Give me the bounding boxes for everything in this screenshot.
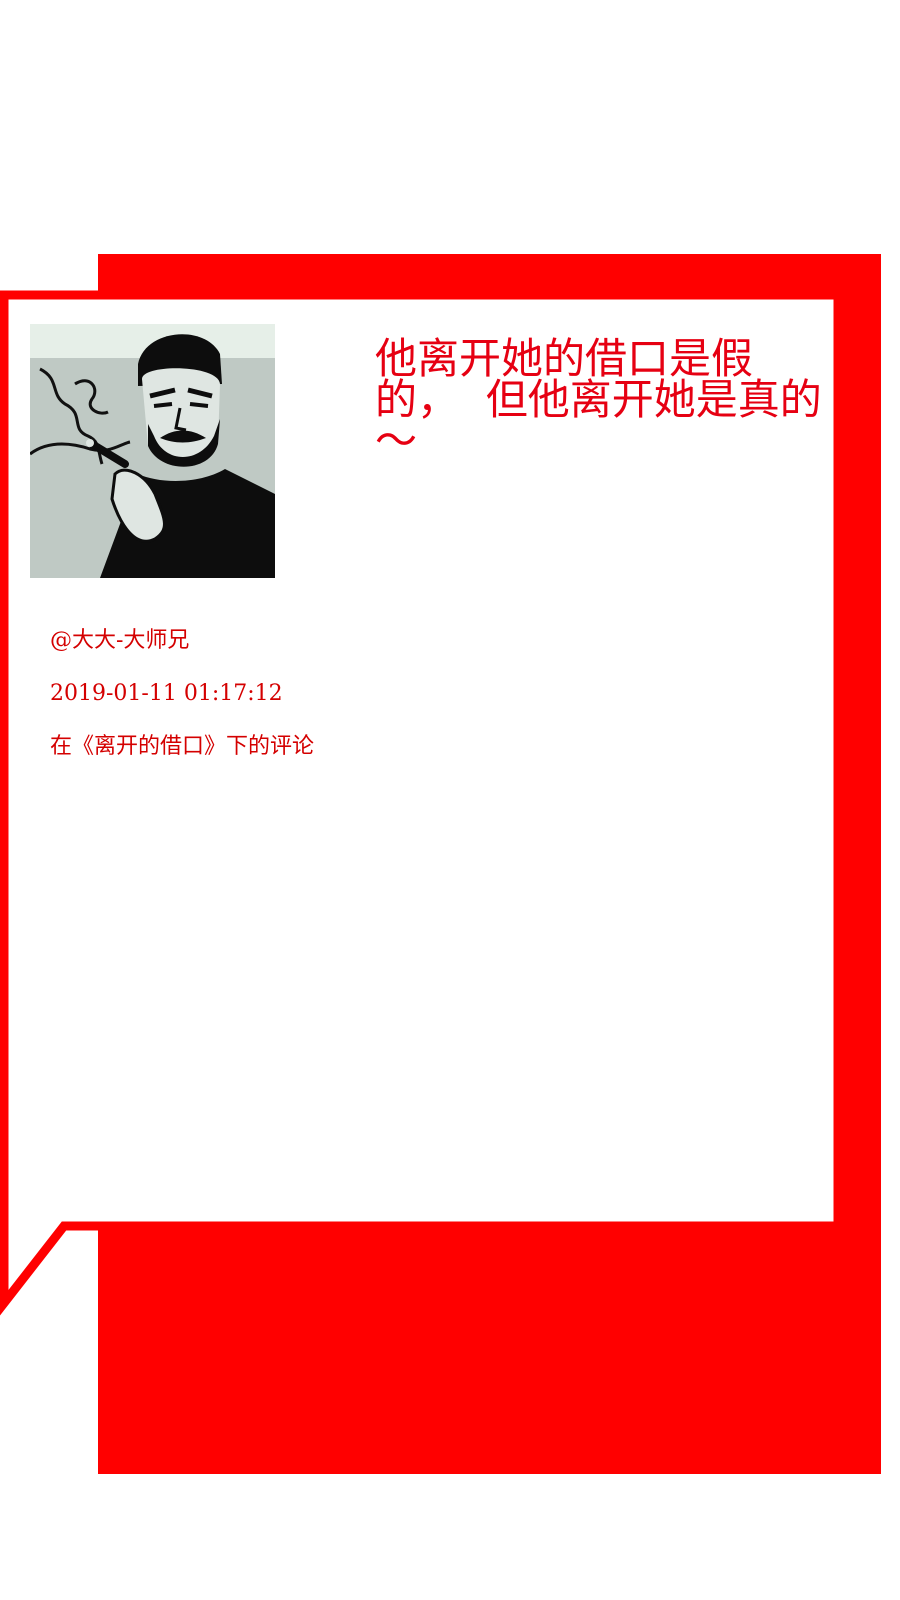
author-username[interactable]: @大大-大师兄 [50, 628, 190, 653]
smoking-man-portrait-icon [30, 324, 275, 578]
comment-timestamp: 2019-01-11 01:17:12 [50, 681, 283, 706]
comment-source[interactable]: 在《离开的借口》下的评论 [50, 734, 315, 759]
comment-quote: 他离开她的借口是假的， 但他离开她是真的～ [375, 334, 822, 465]
